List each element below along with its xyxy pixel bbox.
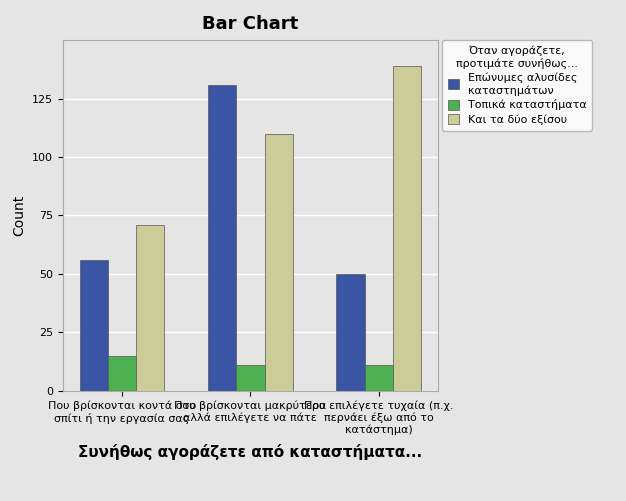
- Bar: [365, 365, 393, 391]
- Legend: Επώνυμες αλυσίδες
καταστημάτων, Τοπικά καταστήματα, Και τα δύο εξίσου: Επώνυμες αλυσίδες καταστημάτων, Τοπικά κ…: [442, 40, 592, 131]
- Bar: [208, 85, 236, 391]
- Title: Bar Chart: Bar Chart: [202, 15, 299, 33]
- Bar: [136, 225, 165, 391]
- Bar: [336, 274, 365, 391]
- Bar: [393, 66, 421, 391]
- Bar: [80, 260, 108, 391]
- Bar: [265, 134, 293, 391]
- Y-axis label: Count: Count: [12, 195, 26, 236]
- Bar: [108, 356, 136, 391]
- X-axis label: Συνήθως αγοράζετε από καταστήματα...: Συνήθως αγοράζετε από καταστήματα...: [78, 444, 423, 460]
- Bar: [236, 365, 265, 391]
